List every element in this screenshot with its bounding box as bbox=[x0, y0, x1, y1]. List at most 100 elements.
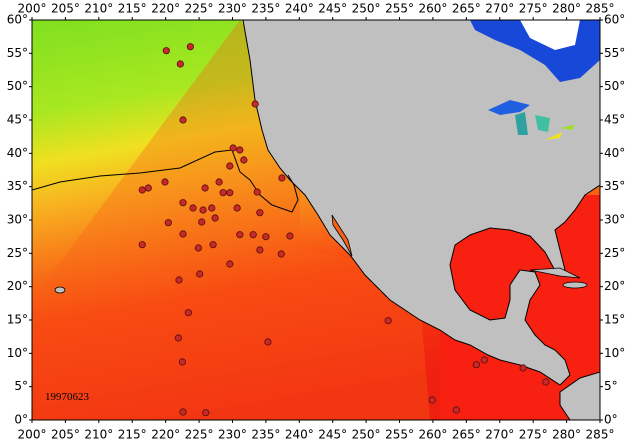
station bbox=[164, 219, 172, 227]
x-tick-label: 200° bbox=[18, 2, 47, 16]
x-tick-label: 285° bbox=[586, 2, 615, 16]
y-tick-label: 10° bbox=[604, 346, 625, 360]
x-tick-label: 215° bbox=[118, 2, 147, 16]
station bbox=[286, 232, 294, 240]
station bbox=[208, 204, 216, 212]
station bbox=[278, 174, 286, 182]
x-tick-label: 265° bbox=[452, 428, 481, 442]
station bbox=[176, 60, 184, 68]
station bbox=[480, 356, 488, 364]
x-tick-label: 270° bbox=[485, 428, 514, 442]
station bbox=[202, 409, 210, 417]
x-tick-label: 205° bbox=[51, 2, 80, 16]
y-tick-label: 25° bbox=[7, 246, 28, 260]
station bbox=[211, 214, 219, 222]
y-tick-label: 5° bbox=[14, 379, 28, 393]
station bbox=[452, 406, 460, 414]
x-tick-label: 245° bbox=[318, 2, 347, 16]
x-tick-label: 245° bbox=[318, 428, 347, 442]
y-tick-label: 60° bbox=[604, 13, 625, 27]
x-tick-label: 260° bbox=[418, 428, 447, 442]
x-tick-label: 250° bbox=[352, 2, 381, 16]
contour-line bbox=[32, 149, 299, 213]
y-tick-label: 0° bbox=[604, 413, 618, 427]
station bbox=[161, 178, 169, 186]
x-tick-label: 280° bbox=[552, 428, 581, 442]
station bbox=[138, 186, 146, 194]
y-tick-label: 0° bbox=[14, 413, 28, 427]
station bbox=[384, 317, 392, 325]
station bbox=[215, 178, 223, 186]
island-cuba bbox=[529, 267, 581, 279]
x-tick-label: 230° bbox=[218, 428, 247, 442]
y-tick-label: 5° bbox=[604, 379, 618, 393]
x-tick-label: 210° bbox=[84, 2, 113, 16]
x-tick-label: 240° bbox=[285, 428, 314, 442]
y-tick-label: 25° bbox=[604, 246, 625, 260]
station bbox=[256, 246, 264, 254]
station bbox=[428, 396, 436, 404]
station bbox=[249, 231, 257, 239]
x-tick-label: 200° bbox=[18, 428, 47, 442]
y-tick-label: 20° bbox=[604, 279, 625, 293]
y-tick-label: 45° bbox=[604, 113, 625, 127]
x-tick-label: 240° bbox=[285, 2, 314, 16]
x-tick-label: 255° bbox=[385, 428, 414, 442]
x-tick-label: 220° bbox=[151, 2, 180, 16]
x-tick-label: 230° bbox=[218, 2, 247, 16]
station bbox=[196, 270, 204, 278]
lake-huron bbox=[535, 115, 550, 132]
island-hawaii bbox=[54, 286, 66, 294]
station bbox=[194, 244, 202, 252]
station bbox=[264, 338, 272, 346]
station bbox=[179, 230, 187, 238]
y-tick-label: 40° bbox=[7, 146, 28, 160]
y-tick-label: 10° bbox=[7, 346, 28, 360]
x-tick-label: 210° bbox=[84, 428, 113, 442]
station bbox=[519, 364, 527, 372]
station bbox=[219, 189, 227, 197]
x-tick-label: 285° bbox=[586, 428, 615, 442]
station bbox=[226, 189, 234, 197]
y-tick-label: 30° bbox=[604, 213, 625, 227]
station bbox=[253, 188, 261, 196]
island-hispaniola bbox=[562, 281, 588, 289]
station bbox=[542, 378, 550, 386]
x-tick-label: 225° bbox=[185, 428, 214, 442]
station bbox=[162, 47, 170, 55]
station bbox=[138, 241, 146, 249]
station bbox=[184, 309, 192, 317]
station bbox=[179, 408, 187, 416]
station bbox=[144, 184, 152, 192]
station bbox=[240, 156, 248, 164]
y-tick-label: 50° bbox=[604, 79, 625, 93]
station bbox=[226, 162, 234, 170]
station bbox=[277, 250, 285, 258]
x-tick-label: 275° bbox=[519, 428, 548, 442]
x-tick-label: 205° bbox=[51, 428, 80, 442]
y-tick-label: 55° bbox=[7, 46, 28, 60]
x-tick-label: 235° bbox=[251, 428, 280, 442]
y-tick-label: 45° bbox=[7, 113, 28, 127]
y-tick-label: 15° bbox=[604, 313, 625, 327]
station bbox=[199, 206, 207, 214]
map-area bbox=[32, 20, 600, 420]
x-tick-label: 280° bbox=[552, 2, 581, 16]
station bbox=[236, 231, 244, 239]
station bbox=[179, 199, 187, 207]
ice bbox=[520, 20, 580, 50]
station bbox=[251, 100, 259, 108]
station bbox=[236, 146, 244, 154]
station bbox=[186, 43, 194, 51]
station bbox=[201, 184, 209, 192]
x-tick-label: 270° bbox=[485, 2, 514, 16]
x-tick-label: 260° bbox=[418, 2, 447, 16]
station bbox=[226, 260, 234, 268]
station bbox=[175, 276, 183, 284]
station bbox=[472, 361, 480, 369]
station bbox=[233, 204, 241, 212]
station bbox=[189, 204, 197, 212]
y-tick-label: 55° bbox=[604, 46, 625, 60]
y-tick-label: 40° bbox=[604, 146, 625, 160]
